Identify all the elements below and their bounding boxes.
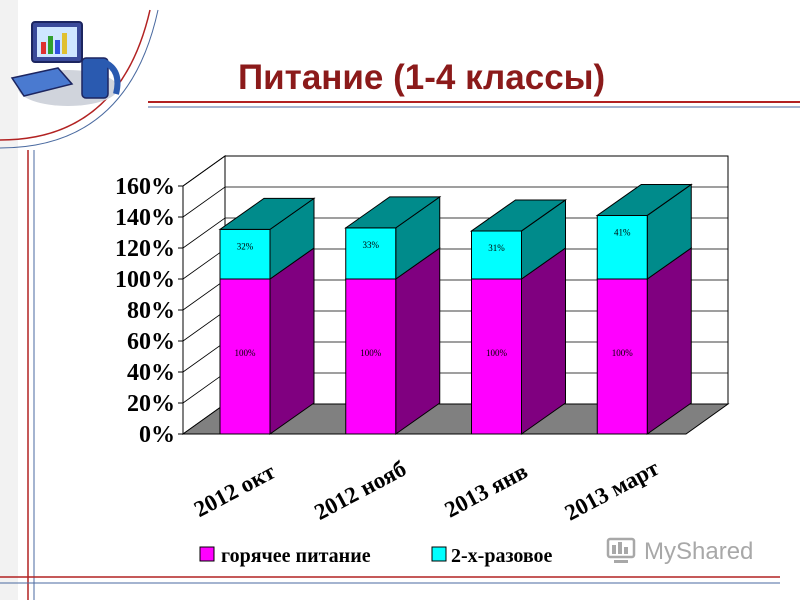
watermark-logo-icon: [606, 537, 636, 563]
gridline: [182, 186, 728, 218]
left-stripe: [0, 0, 18, 600]
y-tick-label: 60%: [127, 329, 175, 355]
bar-side-hot-meal: [269, 247, 315, 435]
bar-twice-meal: [471, 230, 522, 280]
bar-data-label: 100%: [235, 348, 257, 358]
watermark: MyShared: [606, 536, 753, 568]
legend-label: 2-х-разовое: [451, 545, 553, 567]
y-tick-label: 40%: [127, 360, 175, 386]
bar-top-face: [344, 196, 442, 229]
y-tick-label: 120%: [115, 236, 175, 262]
legend-swatch-twice-meal: [431, 546, 447, 562]
bar-data-label: 100%: [486, 348, 508, 358]
bar-data-label: 33%: [363, 240, 380, 250]
x-tick-label: 2012 нояб: [310, 456, 410, 525]
bar-hot-meal: [219, 278, 271, 435]
bar-data-label: 32%: [237, 241, 254, 251]
x-tick-label: 2013 март: [561, 455, 664, 526]
legend-swatch-hot-meal: [199, 546, 215, 562]
x-tick-label: 2013 янв: [440, 458, 531, 522]
y-tick-label: 80%: [127, 298, 175, 324]
slide-title: Питание (1-4 классы): [238, 58, 606, 97]
bar-side-hot-meal: [646, 247, 692, 435]
gridline: [182, 155, 728, 187]
watermark-text: MyShared: [644, 538, 754, 565]
bar-twice-meal: [345, 227, 397, 280]
y-tick-label: 100%: [115, 267, 175, 293]
computer-clipart-icon: [10, 21, 121, 106]
corner-arc-2: [0, 9, 159, 149]
bar-hot-meal: [471, 278, 522, 435]
bar-side-hot-meal: [521, 247, 566, 435]
y-tick-label: 0%: [139, 422, 175, 448]
bar-hot-meal: [596, 278, 648, 435]
bar-data-label: 100%: [360, 348, 382, 358]
bar-data-label: 31%: [488, 243, 505, 253]
bar-data-label: 41%: [614, 227, 631, 237]
bar-data-label: 100%: [612, 348, 634, 358]
chart-legend: горячее питание 2-х-разовое: [199, 545, 553, 567]
bar-twice-meal: [596, 214, 648, 280]
y-tick-label: 160%: [115, 174, 175, 200]
bar-twice-meal: [219, 228, 271, 280]
corner-arc: [0, 9, 151, 141]
legend-label: горячее питание: [221, 545, 371, 567]
bar-side-hot-meal: [395, 247, 441, 435]
bar-top-face: [469, 199, 568, 232]
y-tick-label: 20%: [127, 391, 175, 417]
bar-top-face: [595, 183, 693, 216]
x-tick-label: 2012 окт: [190, 458, 280, 522]
bar-hot-meal: [345, 278, 397, 435]
y-tick-label: 140%: [115, 205, 175, 231]
bar-top-face: [218, 197, 316, 230]
